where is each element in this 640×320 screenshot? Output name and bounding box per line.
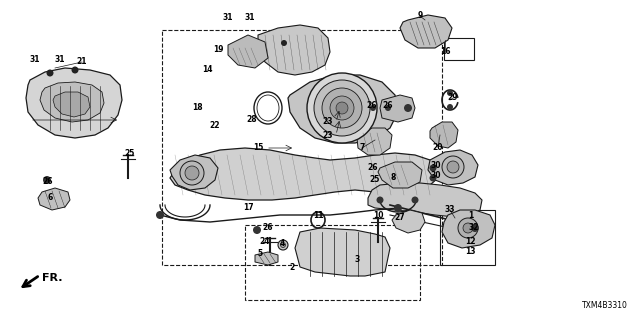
Text: 25: 25 bbox=[370, 175, 380, 185]
Polygon shape bbox=[170, 155, 218, 190]
Polygon shape bbox=[380, 95, 415, 122]
Polygon shape bbox=[428, 150, 478, 185]
Polygon shape bbox=[228, 35, 268, 68]
Text: 22: 22 bbox=[210, 121, 220, 130]
Text: 23: 23 bbox=[323, 117, 333, 126]
Circle shape bbox=[429, 174, 436, 181]
Text: 25: 25 bbox=[125, 148, 135, 157]
Circle shape bbox=[412, 196, 419, 204]
Circle shape bbox=[404, 104, 412, 112]
Text: 21: 21 bbox=[77, 58, 87, 67]
Bar bbox=[245, 225, 420, 300]
Polygon shape bbox=[392, 210, 425, 233]
Text: 3: 3 bbox=[355, 255, 360, 265]
Bar bbox=[440, 210, 495, 265]
Text: 29: 29 bbox=[448, 93, 458, 102]
Text: 33: 33 bbox=[445, 205, 455, 214]
Circle shape bbox=[447, 161, 459, 173]
Text: 17: 17 bbox=[243, 204, 253, 212]
Text: 10: 10 bbox=[372, 212, 383, 220]
Text: 26: 26 bbox=[263, 223, 273, 233]
Polygon shape bbox=[295, 228, 390, 276]
Text: 26: 26 bbox=[383, 100, 393, 109]
Circle shape bbox=[180, 161, 204, 185]
Circle shape bbox=[370, 105, 376, 111]
Polygon shape bbox=[258, 25, 330, 75]
Circle shape bbox=[307, 73, 377, 143]
Circle shape bbox=[253, 226, 261, 234]
Text: 26: 26 bbox=[43, 178, 53, 187]
Circle shape bbox=[385, 105, 391, 111]
Text: 19: 19 bbox=[212, 45, 223, 54]
Text: 24: 24 bbox=[260, 237, 270, 246]
Polygon shape bbox=[400, 15, 452, 48]
Circle shape bbox=[442, 156, 464, 178]
Circle shape bbox=[376, 196, 383, 204]
Bar bbox=[444, 38, 474, 60]
Text: 9: 9 bbox=[417, 12, 422, 20]
Text: 31: 31 bbox=[223, 13, 233, 22]
Text: 31: 31 bbox=[29, 55, 40, 65]
Text: 26: 26 bbox=[368, 164, 378, 172]
Text: TXM4B3310: TXM4B3310 bbox=[582, 301, 628, 310]
Circle shape bbox=[471, 224, 479, 232]
Circle shape bbox=[185, 166, 199, 180]
Circle shape bbox=[322, 88, 362, 128]
Circle shape bbox=[330, 96, 354, 120]
Text: 15: 15 bbox=[253, 143, 263, 153]
Polygon shape bbox=[357, 128, 392, 155]
Text: 32: 32 bbox=[468, 223, 479, 233]
Text: 20: 20 bbox=[433, 142, 444, 151]
Circle shape bbox=[447, 90, 453, 96]
Text: 31: 31 bbox=[244, 13, 255, 22]
Text: 26: 26 bbox=[367, 100, 377, 109]
Bar bbox=[162, 30, 442, 265]
Circle shape bbox=[43, 176, 51, 184]
Text: 13: 13 bbox=[465, 247, 476, 257]
Polygon shape bbox=[38, 188, 70, 210]
Circle shape bbox=[156, 211, 164, 219]
Text: 30: 30 bbox=[431, 171, 441, 180]
Circle shape bbox=[314, 80, 370, 136]
Polygon shape bbox=[442, 210, 495, 248]
Text: 11: 11 bbox=[313, 212, 323, 220]
Text: 12: 12 bbox=[465, 237, 476, 246]
Circle shape bbox=[336, 102, 348, 114]
Circle shape bbox=[280, 243, 285, 247]
Text: 30: 30 bbox=[431, 161, 441, 170]
Circle shape bbox=[72, 67, 79, 74]
Text: 28: 28 bbox=[246, 116, 257, 124]
Text: 14: 14 bbox=[202, 66, 212, 75]
Text: FR.: FR. bbox=[42, 273, 63, 283]
Text: 5: 5 bbox=[257, 250, 262, 259]
Polygon shape bbox=[26, 68, 122, 138]
Polygon shape bbox=[378, 162, 422, 188]
Circle shape bbox=[278, 240, 288, 250]
Text: 7: 7 bbox=[359, 143, 365, 153]
Text: 6: 6 bbox=[47, 193, 52, 202]
Text: 18: 18 bbox=[192, 103, 202, 113]
Text: 31: 31 bbox=[55, 55, 65, 65]
Text: 8: 8 bbox=[390, 173, 396, 182]
Circle shape bbox=[458, 218, 478, 238]
Text: 16: 16 bbox=[440, 47, 451, 57]
Text: 1: 1 bbox=[468, 212, 474, 220]
Circle shape bbox=[429, 164, 436, 172]
Polygon shape bbox=[170, 148, 438, 200]
Circle shape bbox=[394, 204, 402, 212]
Circle shape bbox=[281, 40, 287, 46]
Text: 2: 2 bbox=[289, 262, 294, 271]
Polygon shape bbox=[40, 82, 104, 122]
Circle shape bbox=[447, 104, 453, 110]
Circle shape bbox=[47, 69, 54, 76]
Text: 27: 27 bbox=[395, 213, 405, 222]
Polygon shape bbox=[53, 92, 90, 117]
Text: 23: 23 bbox=[323, 131, 333, 140]
Circle shape bbox=[463, 223, 473, 233]
Polygon shape bbox=[255, 252, 278, 265]
Polygon shape bbox=[288, 75, 398, 143]
Polygon shape bbox=[368, 183, 482, 217]
Text: 4: 4 bbox=[280, 239, 285, 249]
Polygon shape bbox=[430, 122, 458, 148]
